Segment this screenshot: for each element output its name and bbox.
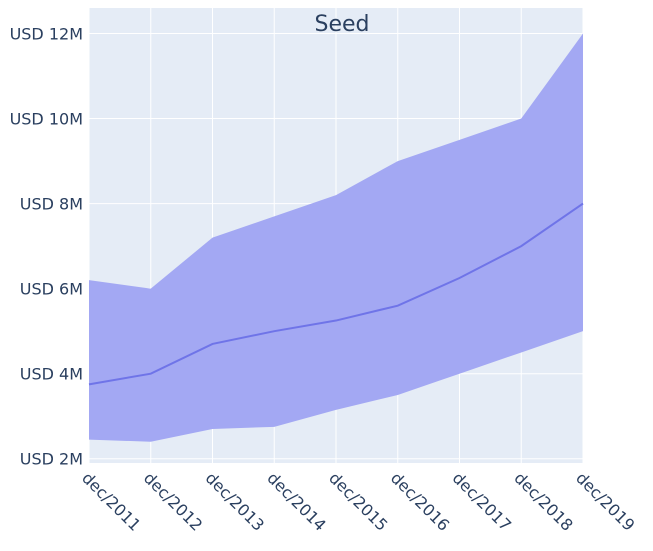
- range-band: [89, 33, 583, 442]
- x-tick-label: dec/2016: [387, 468, 453, 534]
- x-tick-label: dec/2011: [78, 468, 144, 534]
- x-tick-label: dec/2018: [510, 468, 576, 534]
- x-tick-label: dec/2012: [140, 468, 206, 534]
- y-axis-ticks: USD 2M USD 4M USD 6M USD 8M USD 10M USD 12M: [10, 25, 83, 469]
- median-line: [88, 202, 584, 386]
- y-tick-label: USD 12M: [10, 25, 83, 44]
- x-tick-label: dec/2015: [325, 468, 391, 534]
- x-tick-label: dec/2019: [572, 468, 638, 534]
- x-axis-ticks: dec/2011dec/2012dec/2013dec/2014dec/2015…: [78, 468, 638, 534]
- y-tick-label: USD 10M: [10, 110, 83, 129]
- x-tick-label: dec/2017: [449, 468, 515, 534]
- y-tick-label: USD 6M: [20, 280, 83, 299]
- x-tick-label: dec/2013: [202, 468, 268, 534]
- x-tick-label: dec/2014: [263, 468, 329, 534]
- y-tick-label: USD 2M: [20, 450, 83, 469]
- chart-title: Seed: [315, 12, 370, 37]
- y-tick-label: USD 8M: [20, 195, 83, 214]
- y-tick-label: USD 4M: [20, 365, 83, 384]
